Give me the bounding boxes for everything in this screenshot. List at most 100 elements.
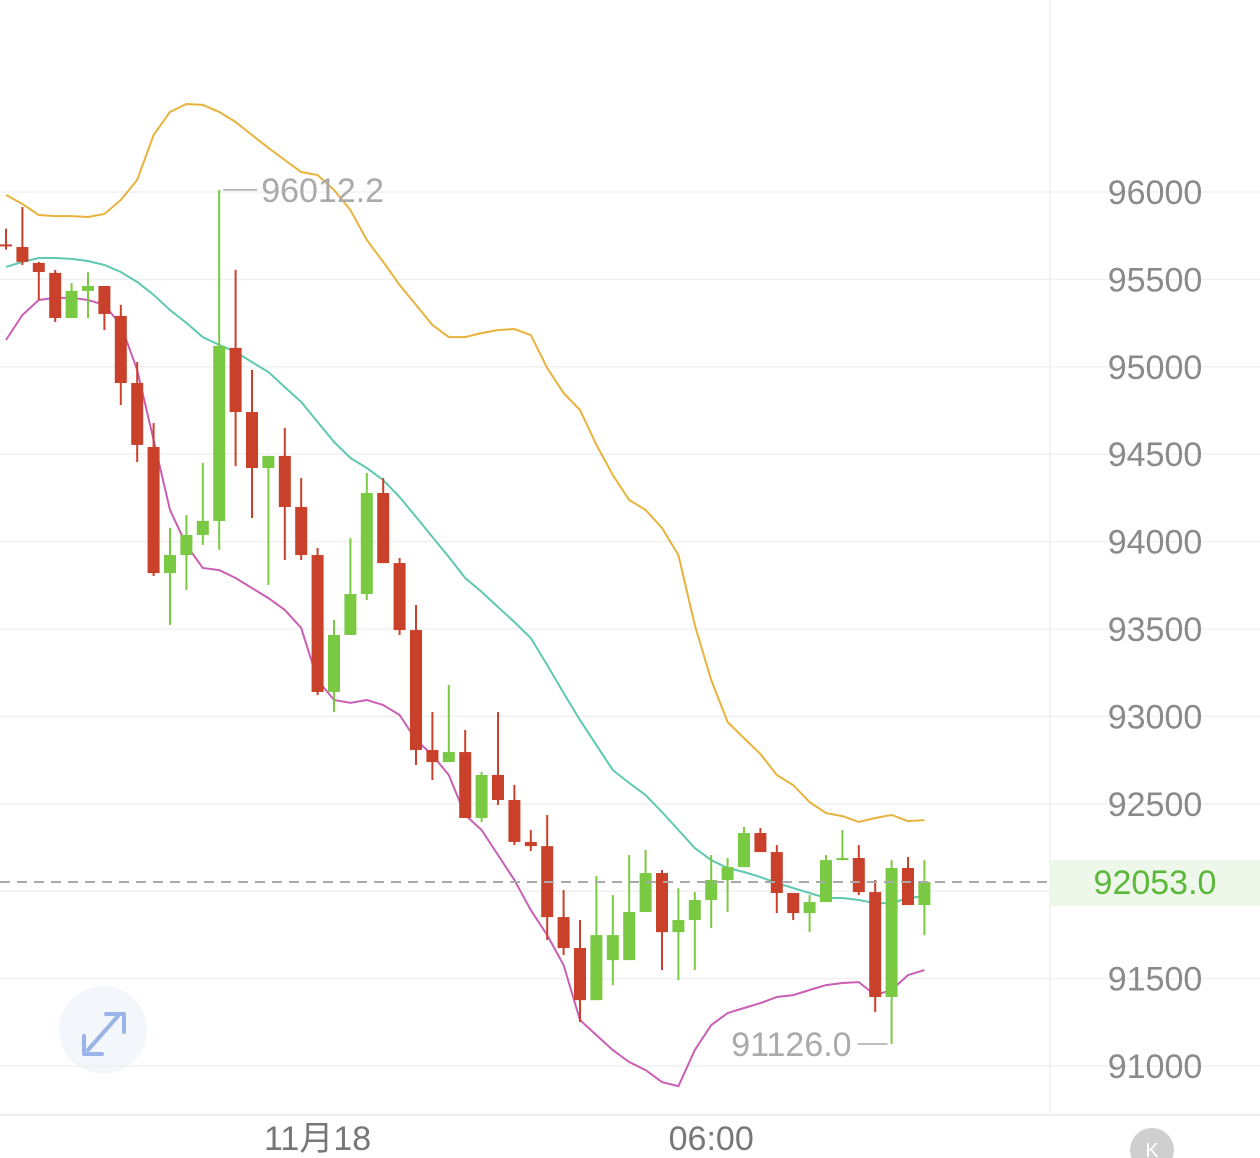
candle — [114, 304, 127, 406]
candle-body — [410, 630, 422, 750]
candle-body — [770, 852, 783, 893]
candle — [541, 815, 554, 941]
candle-body — [590, 935, 603, 1001]
candle-body — [557, 917, 570, 949]
candle-body — [606, 935, 619, 961]
candle — [803, 895, 816, 933]
candle — [98, 286, 111, 331]
candle-body — [508, 799, 521, 842]
candle-body — [0, 244, 12, 247]
expand-icon[interactable] — [82, 1012, 126, 1056]
candle-body — [49, 272, 62, 318]
candle-body — [131, 383, 144, 445]
candle — [328, 620, 340, 713]
candle-body — [98, 286, 111, 314]
candle-body — [672, 920, 685, 933]
candle — [295, 477, 308, 560]
candle — [705, 855, 718, 929]
candle-body — [377, 492, 390, 564]
candle — [311, 548, 324, 696]
candle-body — [164, 555, 176, 574]
candle — [410, 605, 422, 766]
candle-body — [902, 867, 914, 906]
candle — [213, 189, 226, 550]
candle-body — [344, 594, 357, 635]
expand-button[interactable] — [59, 986, 147, 1074]
y-tick-label: 91000 — [1108, 1048, 1203, 1086]
candle — [32, 261, 45, 300]
candle — [147, 423, 160, 577]
y-tick-label: 93500 — [1108, 611, 1203, 649]
candle-body — [393, 563, 406, 631]
candle-body — [295, 506, 308, 556]
candle — [262, 455, 275, 585]
candle — [65, 283, 78, 318]
band-line — [5, 102, 925, 824]
candle-body — [787, 892, 800, 914]
candle-body — [721, 867, 734, 881]
candle-body — [688, 899, 701, 921]
candle-body — [262, 455, 275, 468]
candle — [164, 527, 176, 625]
candle — [131, 362, 144, 463]
candle-body — [754, 833, 767, 853]
candle — [360, 473, 373, 600]
y-tick-label: 95000 — [1108, 349, 1203, 387]
candle — [0, 228, 12, 250]
candle-body — [524, 841, 537, 847]
candle — [770, 845, 783, 914]
candle-body — [180, 534, 193, 556]
candle — [246, 369, 258, 518]
candle — [574, 920, 586, 1022]
candle — [656, 870, 668, 971]
candle-body — [229, 347, 242, 413]
candle — [16, 206, 29, 266]
candle — [82, 272, 94, 318]
candle-body — [311, 555, 324, 692]
candle — [393, 558, 406, 635]
annotation-label: 96012.2 — [261, 172, 384, 210]
y-tick-label: 92500 — [1108, 786, 1203, 824]
candle-body — [32, 262, 45, 273]
candle — [196, 462, 209, 545]
candle — [688, 892, 701, 971]
candle-body — [442, 752, 455, 763]
y-tick-label: 96000 — [1108, 174, 1203, 212]
candle-body — [574, 948, 586, 1001]
candle — [721, 858, 734, 913]
candle — [918, 860, 931, 936]
candle — [508, 784, 521, 846]
candle — [524, 830, 537, 852]
candle — [885, 860, 898, 1045]
candle-body — [278, 455, 291, 507]
candle-body — [16, 247, 29, 262]
candle — [738, 827, 750, 868]
candle — [426, 712, 439, 781]
candle — [820, 855, 832, 903]
last-price-box — [1050, 859, 1260, 906]
candle-body — [623, 912, 636, 961]
candle — [557, 890, 570, 956]
candle — [754, 827, 767, 853]
candle — [590, 876, 603, 1001]
y-tick-label: 95500 — [1108, 261, 1203, 299]
candle-body — [705, 880, 718, 900]
candle — [836, 830, 849, 861]
candle-body — [885, 867, 898, 997]
candle — [787, 892, 800, 921]
candle — [229, 269, 242, 467]
candle-body — [328, 634, 340, 692]
candle — [852, 845, 865, 896]
y-tick-label: 91500 — [1108, 961, 1203, 999]
candle — [672, 888, 685, 981]
candle-body — [738, 833, 750, 868]
candle-body — [869, 892, 882, 997]
y-tick-label: 94000 — [1108, 524, 1203, 562]
candle — [623, 855, 636, 961]
candle-body — [918, 881, 931, 906]
y-tick-label: 94500 — [1108, 436, 1203, 474]
candle-body — [82, 286, 94, 291]
candle — [180, 515, 193, 591]
